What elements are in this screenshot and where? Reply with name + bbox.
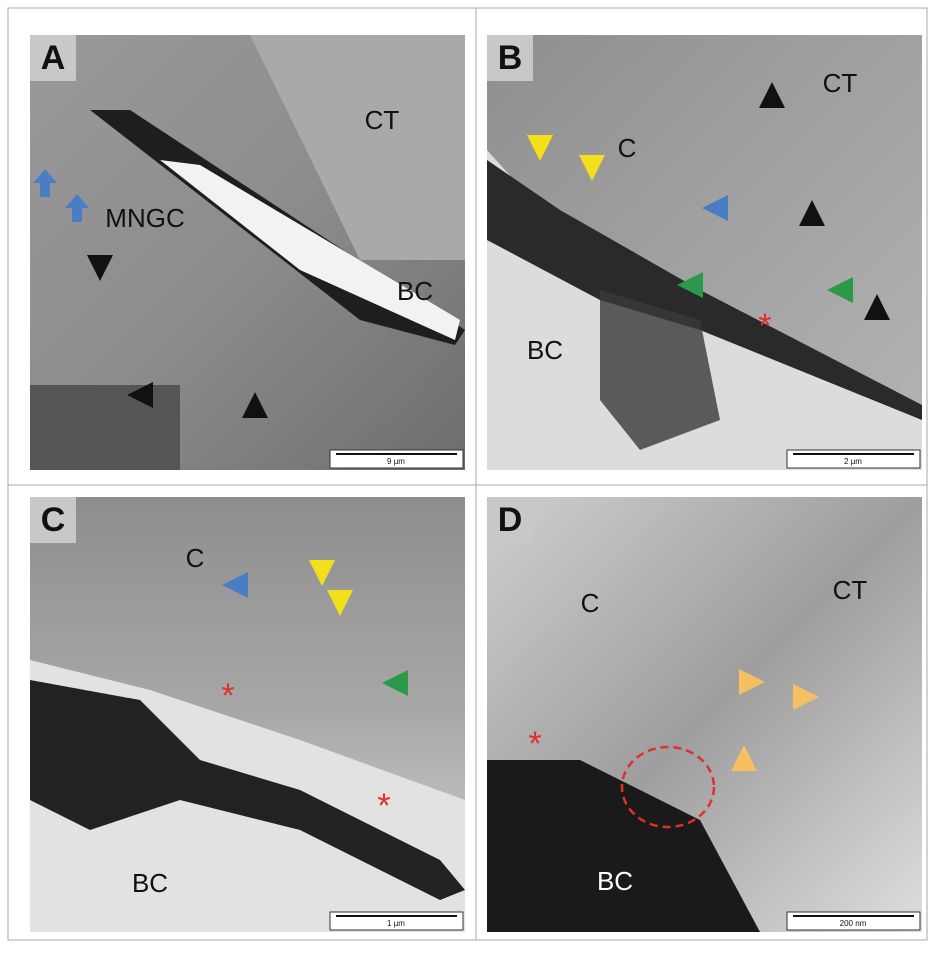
asterisk: * bbox=[758, 307, 771, 345]
region-label: CT bbox=[365, 105, 400, 135]
region-label: CT bbox=[823, 68, 858, 98]
scale-bar-label: 2 µm bbox=[844, 457, 862, 466]
tissue bbox=[30, 385, 180, 470]
panel-letter: B bbox=[498, 39, 523, 77]
region-label: C bbox=[581, 588, 600, 618]
region-label: BC bbox=[132, 868, 168, 898]
panel-letter: D bbox=[498, 501, 523, 539]
region-label: BC bbox=[597, 866, 633, 896]
region-label: C bbox=[186, 543, 205, 573]
region-label: MNGC bbox=[105, 203, 184, 233]
panel-letter: C bbox=[41, 501, 66, 539]
scale-bar-label: 1 µm bbox=[387, 919, 405, 928]
scale-bar-label: 9 µm bbox=[387, 457, 405, 466]
figure: ACTMNGCBC9 µmBCCTBC*2 µmCCBC**1 µmDCCTBC… bbox=[0, 0, 935, 948]
region-label: C bbox=[618, 133, 637, 163]
asterisk: * bbox=[221, 677, 234, 715]
region-label: BC bbox=[397, 276, 433, 306]
region-label: CT bbox=[833, 575, 868, 605]
asterisk: * bbox=[528, 725, 541, 763]
panel-letter: A bbox=[41, 39, 66, 77]
asterisk: * bbox=[377, 787, 390, 825]
region-label: BC bbox=[527, 335, 563, 365]
scale-bar-label: 200 nm bbox=[840, 919, 867, 928]
